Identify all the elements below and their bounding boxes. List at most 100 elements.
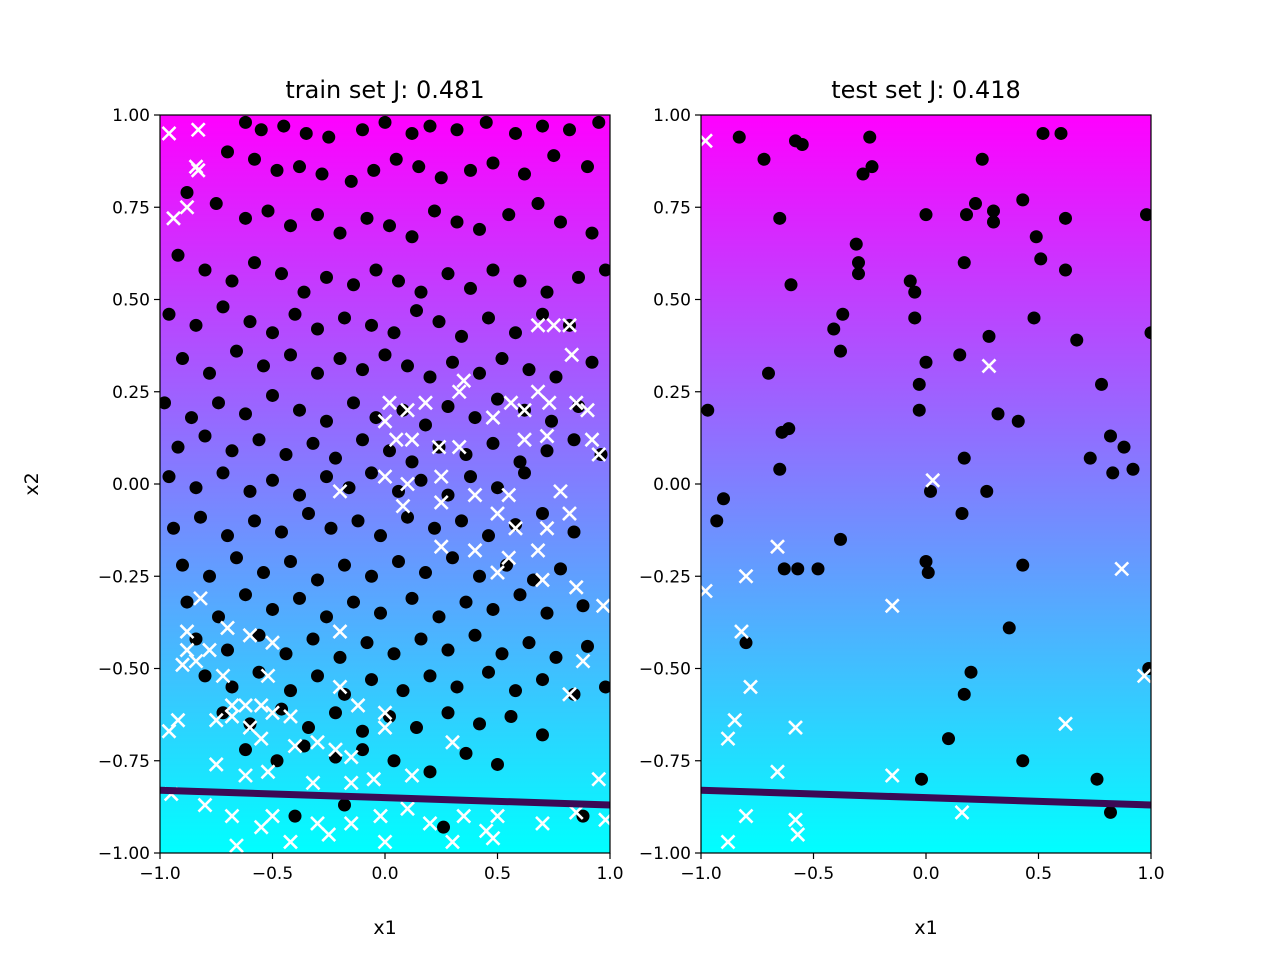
- scatter-x-marker: [584, 432, 600, 448]
- scatter-dot: [554, 215, 567, 229]
- scatter-dot: [509, 684, 522, 698]
- test-set-panel: test set J: 0.418 −1.0 −0.5 0.0 0.5 1.0 −1.0…: [639, 76, 1165, 939]
- scatter-dot: [279, 447, 293, 461]
- scatter-dot: [540, 606, 554, 620]
- scatter-dot: [495, 647, 509, 661]
- scatter-dot: [732, 130, 746, 144]
- scatter-dot: [549, 370, 563, 384]
- y-tick-label: 0.50: [112, 291, 150, 311]
- scatter-dot: [576, 809, 590, 823]
- scatter-dot: [293, 488, 306, 502]
- scatter-dot: [257, 359, 270, 373]
- scatter-dot: [423, 370, 437, 384]
- scatter-dot: [594, 447, 608, 461]
- scatter-dot: [428, 204, 441, 218]
- scatter-dot: [960, 208, 973, 222]
- scatter-x-marker: [287, 738, 303, 754]
- scatter-dot: [536, 119, 549, 133]
- scatter-dot: [863, 130, 877, 144]
- scatter-dot: [495, 352, 509, 366]
- scatter-x-marker: [373, 808, 388, 824]
- scatter-x-marker: [539, 428, 555, 444]
- scatter-dot: [567, 687, 581, 701]
- y-tick-label: −0.75: [639, 752, 691, 772]
- scatter-dot: [446, 551, 459, 565]
- y-tick-label: −0.50: [639, 660, 691, 680]
- scatter-dot: [739, 636, 753, 650]
- scatter-x-marker: [377, 705, 393, 721]
- scatter-dot: [315, 167, 329, 181]
- scatter-dot: [482, 311, 495, 325]
- scatter-dot: [225, 274, 239, 288]
- decision-boundary-line: [160, 786, 610, 809]
- scatter-dot: [176, 558, 189, 572]
- scatter-dot: [459, 746, 473, 760]
- scatter-dot: [338, 311, 351, 325]
- scatter-dot: [441, 267, 455, 281]
- scatter-dot: [856, 167, 870, 181]
- scatter-dot: [266, 602, 279, 616]
- scatter-dot: [378, 115, 392, 129]
- panel-title: test set J: 0.418: [831, 76, 1021, 104]
- scatter-dot: [189, 481, 203, 495]
- scatter-dot: [329, 706, 342, 720]
- scatter-x-marker: [332, 679, 348, 695]
- scatter-x-marker: [388, 432, 404, 448]
- scatter-dot: [468, 411, 482, 425]
- scatter-x-marker: [418, 395, 433, 411]
- scatter-dot: [834, 344, 847, 358]
- scatter-dot: [410, 304, 423, 318]
- scatter-dot: [518, 167, 531, 181]
- scatter-x-marker: [332, 624, 348, 640]
- scatter-x-marker: [283, 709, 298, 724]
- x-axis-ticks: −1.0 −0.5 0.0 0.5 1.0: [680, 853, 1165, 884]
- scatter-dot: [414, 632, 428, 646]
- x-tick-label: 0.5: [1025, 864, 1052, 884]
- scatter-dot: [252, 628, 266, 642]
- scatter-x-marker: [591, 771, 607, 787]
- scatter-dot: [198, 669, 212, 683]
- scatter-x-marker: [190, 122, 206, 138]
- scatter-x-marker: [305, 775, 321, 791]
- scatter-x-marker: [580, 402, 595, 418]
- scatter-x-marker: [595, 598, 610, 614]
- decision-boundary: [160, 786, 610, 809]
- scatter-dot: [239, 211, 252, 225]
- y-tick-label: 0.75: [112, 198, 150, 218]
- scatter-dot: [270, 163, 284, 177]
- scatter-dot: [288, 307, 302, 321]
- scatter-dot: [333, 352, 347, 366]
- scatter-dot: [450, 123, 464, 137]
- scatter-dot: [450, 215, 464, 229]
- y-tick-label: 0.00: [112, 475, 150, 495]
- scatter-dot: [834, 532, 847, 546]
- scatter-dot: [919, 208, 933, 222]
- scatter-dot: [464, 470, 477, 484]
- scatter-dot: [1126, 462, 1140, 476]
- scatter-dot: [338, 798, 351, 812]
- scatter-dot: [299, 126, 313, 140]
- scatter-dot: [536, 728, 549, 742]
- scatter-x-marker: [433, 469, 449, 485]
- scatter-dot: [261, 204, 275, 218]
- scatter-x-marker: [242, 720, 258, 735]
- scatter-dot: [275, 267, 288, 281]
- scatter-x-marker: [260, 764, 276, 780]
- scatter-dot: [167, 521, 180, 535]
- scatter-dot: [293, 403, 306, 417]
- x-tick-label: −0.5: [252, 864, 293, 884]
- scatter-dot: [387, 326, 401, 340]
- scatter-dot: [1070, 333, 1084, 347]
- scatter-dot: [1106, 466, 1120, 480]
- scatter-dot: [908, 285, 922, 299]
- scatter-dot: [827, 322, 841, 336]
- scatter-dot: [428, 521, 441, 535]
- scatter-dot: [189, 318, 203, 332]
- scatter-dot: [306, 436, 320, 450]
- scatter-x-marker: [197, 797, 213, 813]
- scatter-dot: [221, 643, 234, 657]
- scatter-dot: [980, 484, 994, 498]
- y-tick-label: −1.00: [98, 844, 150, 864]
- scatter-dot: [441, 643, 455, 657]
- scatter-dot: [1140, 208, 1151, 222]
